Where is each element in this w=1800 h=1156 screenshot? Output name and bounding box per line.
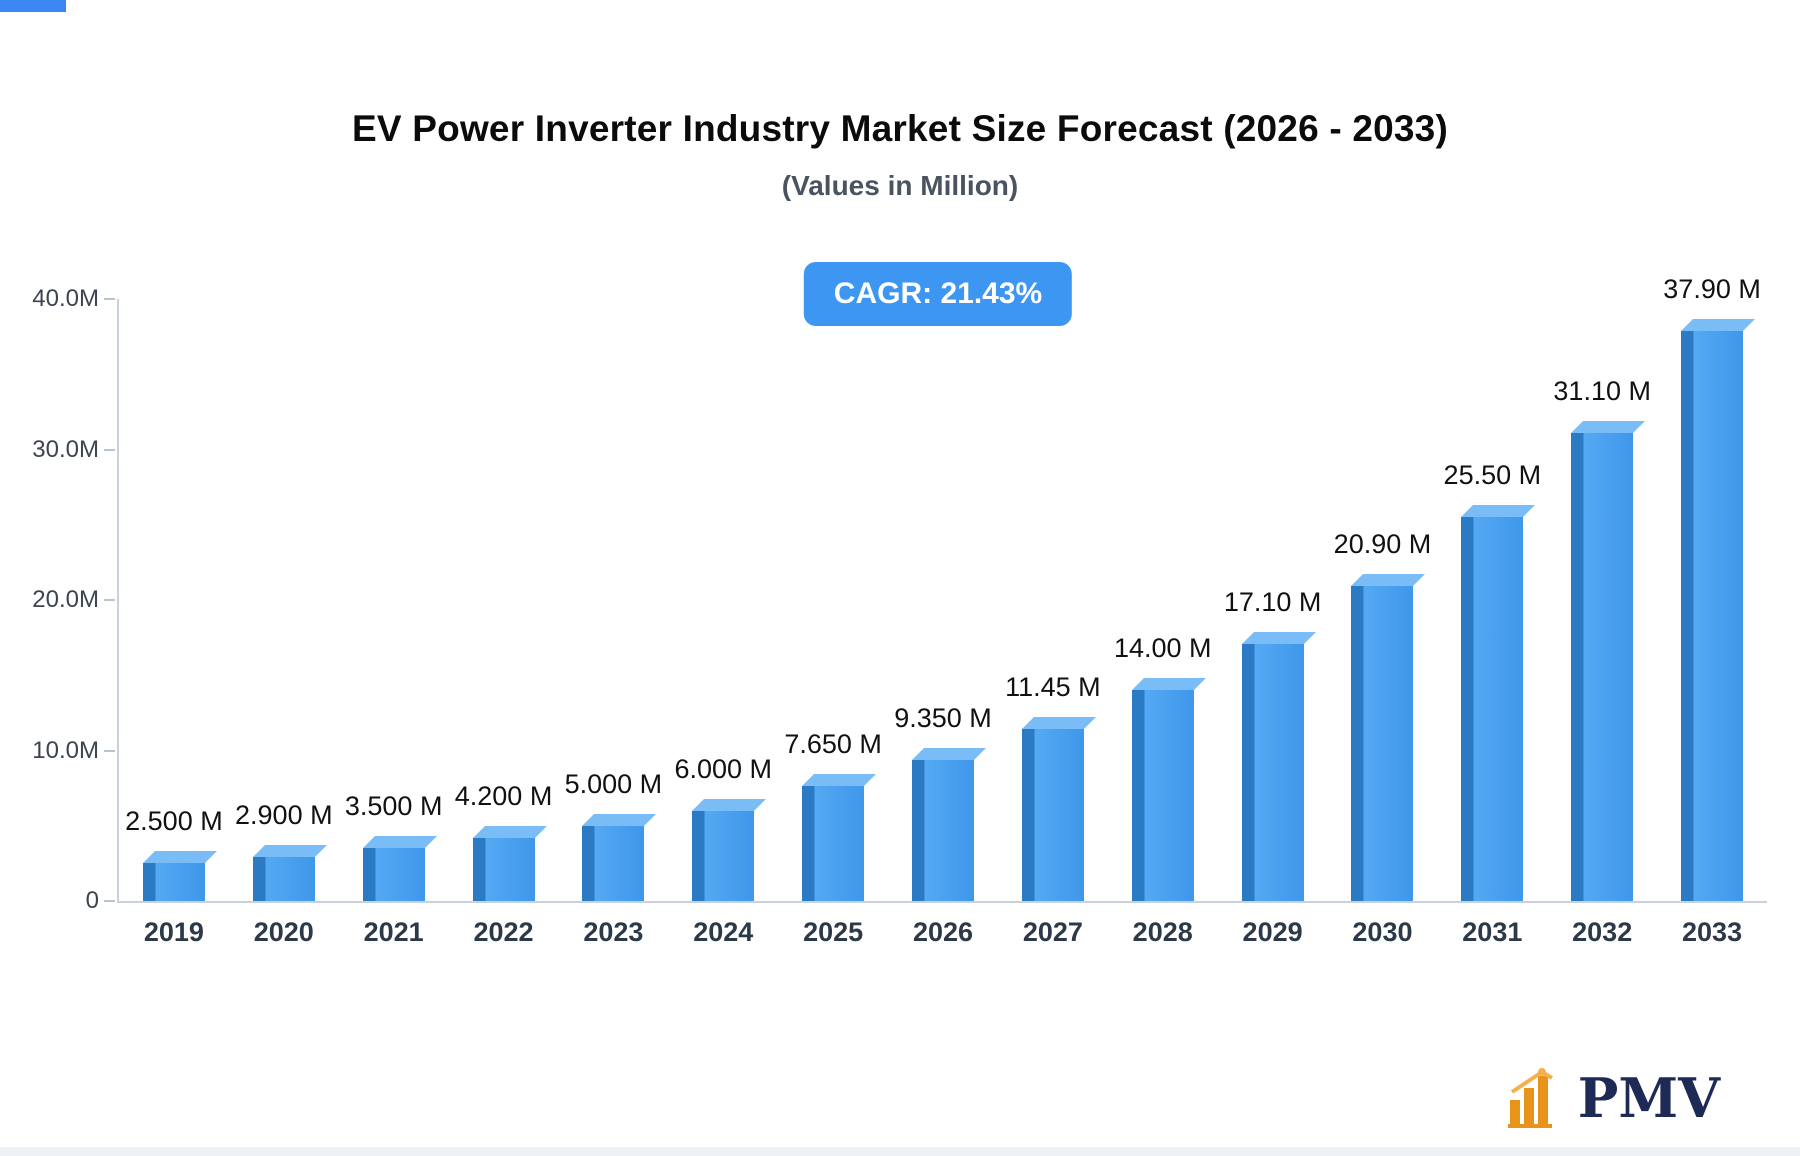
bar (1351, 574, 1426, 901)
x-axis-label: 2022 (473, 917, 534, 947)
y-axis-tick-mark (104, 448, 115, 451)
page-title: EV Power Inverter Industry Market Size F… (352, 108, 1448, 149)
x-axis-label: 2033 (1682, 917, 1743, 947)
x-axis-label: 2019 (143, 917, 204, 947)
y-axis-tick-label: 30.0M (32, 435, 99, 463)
bar (912, 748, 986, 901)
bar-value-label: 14.00 M (1113, 633, 1212, 664)
page-bottom-strip (0, 1147, 1800, 1156)
y-axis-tick-label: 40.0M (32, 285, 99, 312)
bar (802, 773, 877, 901)
bar-value-label: 17.10 M (1223, 586, 1322, 617)
bar-top-face (1461, 505, 1536, 518)
bar-value-label: 37.90 M (1663, 273, 1761, 304)
bar-top-face (1131, 678, 1206, 691)
y-axis-tick-label: 0 (85, 887, 99, 914)
bar-top-face (582, 813, 657, 826)
y-axis-tick-label: 20.0M (32, 586, 99, 613)
bar-value-label: 5.000 M (564, 768, 663, 799)
bar-chart-logo-icon (1507, 1068, 1553, 1128)
pmv-logo: PMV (1504, 1066, 1720, 1130)
bar-value-label: 2.900 M (235, 800, 333, 831)
bar-value-label: 25.50 M (1443, 460, 1542, 491)
bar-value-label: 9.350 M (894, 703, 992, 734)
bar-top-face (362, 836, 437, 849)
bar-top-face (1571, 420, 1646, 433)
x-axis-label: 2024 (693, 917, 754, 947)
page-subtitle: (Values in Million) (781, 170, 1019, 201)
y-axis-tick-mark (104, 599, 115, 601)
bar (472, 825, 547, 901)
bar (1241, 631, 1316, 901)
bar (1681, 318, 1756, 901)
bar-value-label: 3.500 M (344, 791, 443, 822)
bar (582, 813, 657, 901)
x-axis-label: 2025 (803, 917, 864, 947)
bar-value-label: 7.650 M (784, 728, 882, 759)
bar-value-label: 11.45 M (1005, 671, 1101, 702)
x-axis-label: 2032 (1572, 917, 1633, 947)
bar-top-face (802, 773, 877, 786)
bar-top-face (692, 798, 767, 811)
bar-top-face (252, 845, 327, 858)
brand-name: PMV (1577, 1066, 1720, 1130)
bar (1461, 505, 1536, 901)
bar-top-face (472, 825, 547, 838)
bar (692, 798, 767, 901)
bar-top-face (912, 748, 986, 761)
y-axis-tick-mark (104, 749, 115, 752)
bar (362, 836, 437, 901)
x-axis-label: 2030 (1352, 917, 1413, 947)
x-axis-label: 2021 (363, 917, 424, 947)
bar-value-label: 4.200 M (454, 780, 553, 811)
x-axis-label: 2028 (1132, 917, 1193, 947)
bar (252, 845, 327, 901)
bar (142, 851, 217, 901)
bar-top-face (1241, 631, 1316, 644)
chart-plot: 0 10.0M 20.0M 30.0M 40.0M 2.500 M 2019 2.900 M 2… (32, 274, 1767, 947)
y-axis-tick-mark (104, 900, 115, 902)
x-axis-label: 2023 (583, 917, 644, 947)
bar (1571, 420, 1646, 901)
bar-value-label: 20.90 M (1333, 529, 1432, 560)
bar-top-face (142, 851, 217, 864)
bar-top-face (1681, 318, 1756, 331)
bar-top-face (1021, 716, 1096, 729)
bar-top-face (1351, 574, 1426, 587)
top-left-accent (0, 0, 66, 12)
x-axis-label: 2029 (1242, 917, 1303, 947)
bar (1131, 678, 1206, 901)
bar-value-label: 31.10 M (1553, 375, 1651, 406)
x-axis-label: 2027 (1022, 917, 1083, 947)
cagr-badge: CAGR: 21.43% (803, 262, 1073, 326)
bar-value-label: 2.500 M (125, 806, 223, 837)
y-axis-tick-mark (104, 298, 115, 300)
y-axis-tick-label: 10.0M (32, 736, 99, 764)
bar (1021, 716, 1096, 901)
x-axis-label: 2026 (912, 917, 974, 947)
bar-value-label: 6.000 M (674, 753, 773, 784)
x-axis-label: 2031 (1462, 917, 1523, 947)
x-axis-label: 2020 (253, 917, 314, 947)
